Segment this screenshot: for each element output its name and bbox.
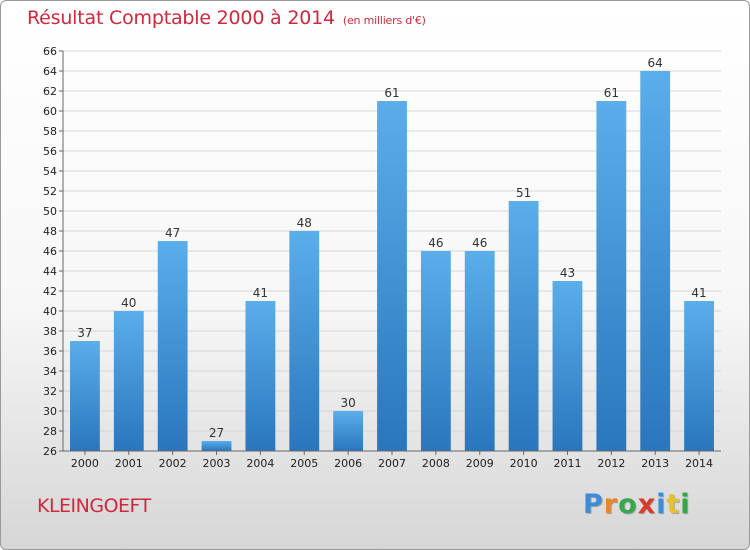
commune-name: KLEINGOEFT [37, 495, 151, 517]
chart-subtitle: (en milliers d'€) [342, 14, 426, 27]
logo-letter: x [637, 489, 657, 520]
bar-2007 [377, 101, 407, 451]
logo-letter: P [583, 489, 604, 520]
value-label: 61 [604, 86, 619, 100]
value-label: 61 [384, 86, 399, 100]
y-tick-label: 34 [43, 365, 57, 378]
y-axis: 26 28 30 32 34 36 38 40 42 44 46 48 50 52 54 56 58 60 62 64… [43, 45, 64, 458]
value-label: 30 [340, 396, 355, 410]
value-label: 46 [428, 236, 443, 250]
x-tick-label: 2002 [159, 457, 187, 470]
bar-2005 [289, 231, 320, 451]
y-tick-label: 66 [43, 45, 57, 58]
y-tick-label: 52 [43, 185, 57, 198]
bar-2013 [640, 71, 671, 451]
y-tick-label: 56 [43, 145, 57, 158]
value-label: 37 [77, 326, 92, 340]
value-label: 27 [209, 426, 224, 440]
logo-letter: t [666, 489, 681, 520]
bar-2002 [157, 241, 188, 451]
bar-2006 [333, 411, 364, 451]
x-tick-label: 2001 [115, 457, 143, 470]
bar-2011 [552, 281, 583, 451]
y-tick-label: 28 [43, 425, 57, 438]
value-label: 51 [516, 186, 531, 200]
value-label: 43 [560, 266, 575, 280]
value-label: 47 [165, 226, 180, 240]
bars: 37 40 47 27 41 48 30 61 46 46 51 43 61 64 41 [70, 56, 714, 451]
value-label: 40 [121, 296, 136, 310]
bar-2008 [420, 251, 451, 451]
chart-title: Résultat Comptable 2000 à 2014 (en millie… [27, 7, 426, 29]
y-tick-label: 64 [43, 65, 57, 78]
proxiti-logo: Proxiti [583, 489, 691, 520]
x-tick-label: 2000 [71, 457, 99, 470]
y-tick-label: 62 [43, 85, 57, 98]
x-tick-label: 2006 [334, 457, 362, 470]
logo-letter: i [680, 489, 691, 520]
logo-letter: i [656, 489, 667, 520]
y-tick-label: 30 [43, 405, 57, 418]
y-tick-label: 46 [43, 245, 57, 258]
value-label: 48 [297, 216, 312, 230]
y-tick-label: 60 [43, 105, 57, 118]
y-tick-label: 38 [43, 325, 57, 338]
y-tick-label: 26 [43, 445, 57, 458]
y-tick-label: 42 [43, 285, 57, 298]
bar-2014 [684, 301, 714, 451]
x-tick-label: 2012 [597, 457, 625, 470]
bar-2012 [596, 101, 627, 451]
x-tick-label: 2005 [290, 457, 318, 470]
x-tick-label: 2014 [685, 457, 713, 470]
y-tick-label: 54 [43, 165, 57, 178]
x-tick-label: 2003 [203, 457, 231, 470]
y-tick-label: 48 [43, 225, 57, 238]
x-tick-label: 2007 [378, 457, 406, 470]
y-tick-label: 50 [43, 205, 57, 218]
x-tick-label: 2010 [510, 457, 538, 470]
x-tick-label: 2009 [466, 457, 494, 470]
y-tick-label: 40 [43, 305, 57, 318]
bar-2004 [245, 301, 276, 451]
y-tick-label: 36 [43, 345, 57, 358]
chart-title-text: Résultat Comptable 2000 à 2014 [27, 7, 335, 29]
y-tick-label: 32 [43, 385, 57, 398]
x-tick-label: 2004 [246, 457, 274, 470]
y-tick-label: 58 [43, 125, 57, 138]
bar-2003 [201, 441, 232, 451]
value-label: 46 [472, 236, 487, 250]
value-label: 41 [253, 286, 268, 300]
bar-2009 [464, 251, 495, 451]
bar-2001 [113, 311, 144, 451]
value-label: 64 [648, 56, 663, 70]
value-label: 41 [691, 286, 706, 300]
x-axis: 2000 2001 2002 2003 2004 2005 2006 2007 2008 2009… [63, 450, 721, 470]
y-tick-label: 44 [43, 265, 57, 278]
bar-2010 [508, 201, 539, 451]
x-tick-label: 2013 [641, 457, 669, 470]
x-tick-label: 2008 [422, 457, 450, 470]
x-tick-label: 2011 [553, 457, 581, 470]
logo-letter: o [618, 489, 638, 520]
bar-2000 [70, 341, 100, 451]
logo-letter: r [603, 489, 619, 520]
